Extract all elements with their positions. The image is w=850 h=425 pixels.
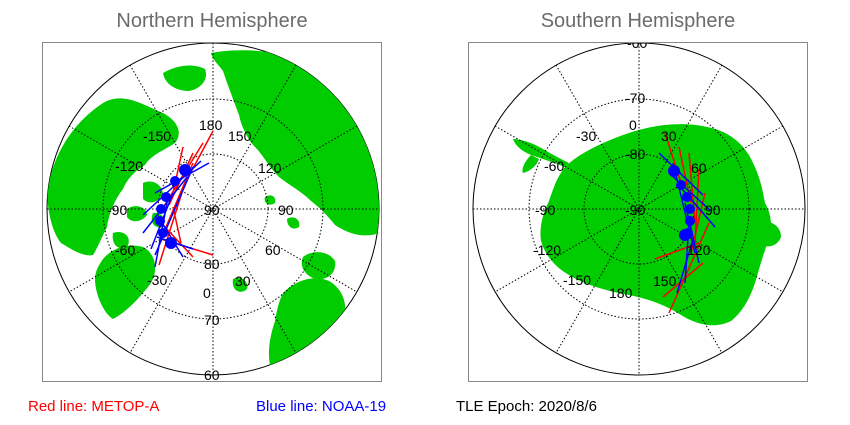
south-map-panel: 0 30 60 90 120 150 180 -150 -120 -90 -60… [468, 42, 808, 382]
south-map-svg: 0 30 60 90 120 150 180 -150 -120 -90 -60… [472, 43, 806, 376]
north-lat-label: 70 [204, 312, 220, 328]
north-lon-label: 120 [258, 160, 282, 176]
north-lon-label: -120 [115, 158, 143, 174]
south-lon-label: 150 [653, 273, 677, 289]
north-map-svg: 180 150 120 90 60 30 0 -30 -60 -90 -120 … [46, 43, 380, 383]
south-lon-label: -90 [535, 202, 555, 218]
south-lon-label: -150 [563, 272, 591, 288]
south-lon-label: 90 [705, 202, 721, 218]
north-lon-label: 180 [199, 117, 223, 133]
south-lon-label: 30 [661, 128, 677, 144]
south-lat-label: -90 [625, 202, 645, 218]
legend-epoch: TLE Epoch: 2020/8/6 [456, 398, 597, 415]
north-lat-label: 80 [204, 256, 220, 272]
north-pass-markers [155, 164, 191, 249]
north-lon-label: 90 [278, 202, 294, 218]
south-lon-label: -60 [544, 158, 564, 174]
south-lat-label: -70 [625, 90, 645, 106]
north-lon-label: -60 [115, 242, 135, 258]
north-lon-label: -150 [143, 128, 171, 144]
south-map-title: Southern Hemisphere [540, 10, 736, 32]
legend-noaa: Blue line: NOAA-19 [256, 398, 387, 415]
south-pass-markers [668, 165, 695, 241]
north-lat-label: 90 [204, 202, 220, 218]
north-lon-label: 30 [235, 273, 251, 289]
south-lon-label: 0 [629, 117, 637, 133]
legend-metop: Red line: METOP-A [28, 398, 160, 415]
south-lon-label: 60 [691, 160, 707, 176]
south-lon-label: 180 [609, 285, 633, 301]
south-lon-label: -120 [533, 242, 561, 258]
south-lon-label: 120 [687, 242, 711, 258]
north-map-title: Northern Hemisphere [116, 10, 308, 32]
north-lon-label: -30 [147, 272, 167, 288]
north-lon-label: 0 [203, 285, 211, 301]
north-map-panel: 180 150 120 90 60 30 0 -30 -60 -90 -120 … [42, 42, 382, 383]
north-lat-label: 60 [204, 367, 220, 383]
south-lon-label: -30 [576, 128, 596, 144]
south-lat-label: -80 [625, 146, 645, 162]
north-lon-label: 60 [265, 242, 281, 258]
south-lat-label: -60 [627, 43, 647, 51]
north-lon-label: -90 [107, 202, 127, 218]
north-lon-label: 150 [228, 128, 252, 144]
